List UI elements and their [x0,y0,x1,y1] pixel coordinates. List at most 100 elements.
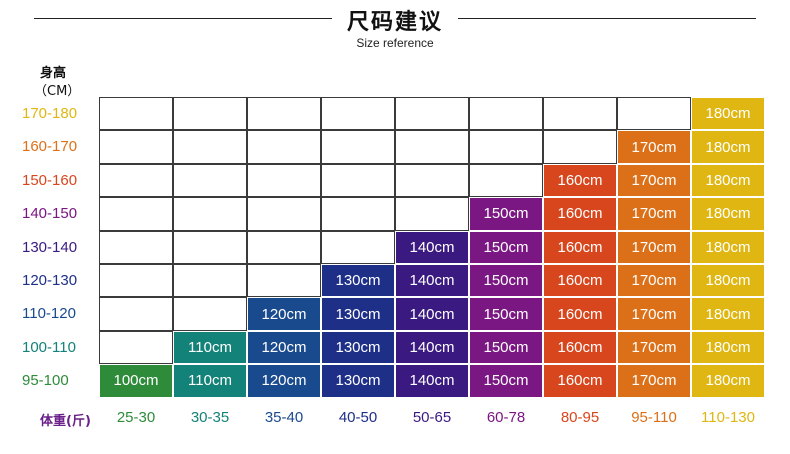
size-cell: 170cm [617,230,691,264]
size-cell: 150cm [469,264,543,298]
empty-cell [99,97,173,131]
height-range-label: 120-130 [22,272,78,289]
empty-cell [247,97,321,131]
size-cell: 100cm [99,364,173,398]
size-cell: 150cm [469,230,543,264]
size-cell: 180cm [691,364,765,398]
size-cell: 160cm [543,230,617,264]
size-cell: 160cm [543,264,617,298]
empty-cell [395,97,469,131]
weight-range-label: 50-65 [412,409,452,426]
size-cell: 170cm [617,197,691,231]
size-cell: 140cm [395,230,469,264]
empty-cell [617,97,691,131]
size-cell: 180cm [691,264,765,298]
page-title: 尺码建议 [346,10,443,35]
empty-cell [247,197,321,231]
empty-cell [99,264,173,298]
size-cell: 140cm [395,364,469,398]
page-subtitle: Size reference [356,36,434,50]
empty-cell [543,130,617,164]
size-cell: 140cm [395,297,469,331]
empty-cell [395,163,469,198]
empty-cell [321,97,395,131]
empty-cell [395,197,469,231]
size-cell: 130cm [321,364,395,398]
empty-cell [99,163,173,198]
weight-range-label: 110-130 [701,409,755,426]
size-cell: 120cm [247,297,321,331]
size-cell: 170cm [617,264,691,298]
size-cell: 130cm [321,264,395,298]
height-range-label: 95-100 [22,372,69,390]
size-cell: 180cm [691,330,765,365]
empty-cell [321,197,395,231]
size-cell: 150cm [469,197,543,231]
empty-cell [247,264,321,298]
size-cell: 170cm [617,330,691,365]
size-cell: 110cm [173,330,247,365]
size-cell: 160cm [543,330,617,365]
empty-cell [99,130,173,164]
empty-cell [247,230,321,264]
empty-cell [99,230,173,264]
height-range-label: 110-120 [22,305,76,323]
empty-cell [173,297,247,331]
size-cell: 160cm [543,163,617,198]
empty-cell [543,97,617,131]
size-cell: 180cm [691,97,765,131]
weight-range-label: 25-30 [116,409,156,426]
size-cell: 140cm [395,264,469,298]
size-cell: 140cm [395,330,469,365]
size-cell: 180cm [691,130,765,164]
empty-cell [99,297,173,331]
weight-range-label: 35-40 [264,409,304,426]
size-cell: 170cm [617,364,691,398]
size-cell: 170cm [617,163,691,198]
size-cell: 160cm [543,364,617,398]
weight-axis-title: 体重(斤) [40,414,91,429]
empty-cell [173,163,247,198]
height-range-label: 170-180 [22,105,78,122]
size-cell: 150cm [469,364,543,398]
empty-cell [321,130,395,164]
size-cell: 150cm [469,330,543,365]
size-cell: 150cm [469,297,543,331]
size-cell: 180cm [691,163,765,198]
empty-cell [99,330,173,365]
weight-range-label: 95-110 [631,409,677,426]
height-range-label: 150-160 [22,171,78,189]
empty-cell [469,130,543,164]
size-cell: 120cm [247,364,321,398]
empty-cell [321,163,395,198]
weight-range-label: 80-95 [560,409,600,426]
empty-cell [247,130,321,164]
empty-cell [173,230,247,264]
weight-range-label: 60-78 [486,409,526,426]
size-cell: 120cm [247,330,321,365]
height-range-label: 160-170 [22,138,78,156]
empty-cell [395,130,469,164]
empty-cell [99,197,173,231]
size-cell: 160cm [543,297,617,331]
height-range-label: 130-140 [22,238,78,256]
size-cell: 180cm [691,197,765,231]
empty-cell [321,230,395,264]
size-cell: 130cm [321,297,395,331]
size-cell: 180cm [691,297,765,331]
size-cell: 170cm [617,130,691,164]
size-cell: 160cm [543,197,617,231]
empty-cell [173,130,247,164]
height-axis-unit: （CM） [34,84,81,99]
size-cell: 170cm [617,297,691,331]
size-cell: 130cm [321,330,395,365]
empty-cell [469,97,543,131]
size-cell: 180cm [691,230,765,264]
empty-cell [173,197,247,231]
weight-range-label: 30-35 [190,409,230,426]
empty-cell [173,264,247,298]
height-axis-title: 身高 [40,66,67,81]
empty-cell [173,97,247,131]
empty-cell [469,163,543,198]
